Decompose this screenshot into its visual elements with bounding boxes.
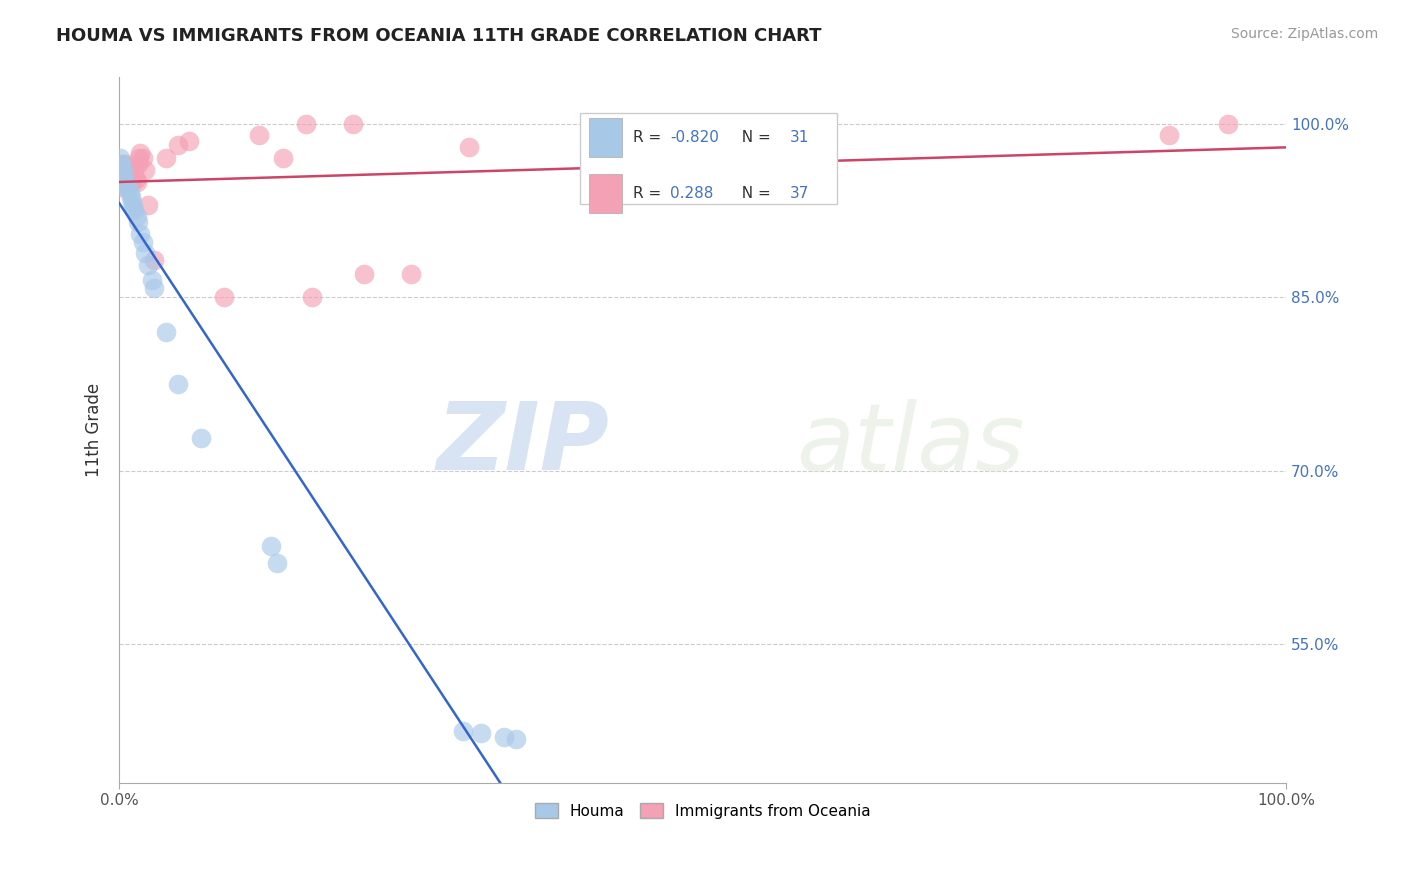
Point: [141, 273, 163, 287]
Text: R =: R =: [633, 130, 665, 145]
Point: [166, 137, 188, 152]
Point: [112, 169, 135, 183]
Point: [111, 163, 134, 178]
Text: HOUMA VS IMMIGRANTS FROM OCEANIA 11TH GRADE CORRELATION CHART: HOUMA VS IMMIGRANTS FROM OCEANIA 11TH GR…: [56, 27, 821, 45]
Point: [121, 195, 143, 210]
Point: [138, 197, 160, 211]
Point: [125, 209, 148, 223]
Point: [118, 169, 141, 183]
Point: [122, 169, 145, 183]
Point: [111, 163, 134, 178]
Point: [155, 325, 177, 339]
Text: 31: 31: [790, 130, 810, 145]
FancyBboxPatch shape: [589, 118, 621, 157]
Point: [470, 726, 492, 740]
Point: [138, 258, 160, 272]
Point: [247, 128, 270, 143]
Point: [458, 140, 481, 154]
Point: [179, 134, 201, 148]
Point: [453, 723, 475, 738]
Point: [134, 246, 156, 260]
Point: [124, 163, 146, 178]
Text: N =: N =: [731, 186, 775, 202]
Point: [122, 200, 145, 214]
Point: [131, 235, 153, 249]
Point: [114, 157, 136, 171]
Point: [110, 152, 132, 166]
Point: [155, 152, 177, 166]
Y-axis label: 11th Grade: 11th Grade: [86, 384, 103, 477]
Point: [115, 177, 138, 191]
Point: [120, 171, 142, 186]
Point: [190, 431, 212, 445]
Text: 0.288: 0.288: [669, 186, 713, 202]
Point: [127, 157, 149, 171]
Point: [125, 175, 148, 189]
Text: 37: 37: [790, 186, 810, 202]
Point: [353, 267, 375, 281]
Point: [117, 166, 139, 180]
Point: [166, 376, 188, 391]
FancyBboxPatch shape: [589, 175, 621, 213]
Point: [117, 180, 139, 194]
Point: [260, 539, 283, 553]
Point: [266, 556, 288, 570]
Point: [127, 215, 149, 229]
Point: [1159, 128, 1181, 143]
Point: [1216, 117, 1239, 131]
Point: [399, 267, 422, 281]
Point: [108, 157, 131, 171]
Point: [129, 145, 152, 160]
Point: [271, 152, 294, 166]
Point: [134, 163, 156, 178]
Point: [301, 290, 323, 304]
Point: [115, 161, 138, 175]
Text: R =: R =: [633, 186, 671, 202]
Point: [110, 175, 132, 189]
Point: [110, 157, 132, 171]
Point: [124, 203, 146, 218]
Point: [124, 172, 146, 186]
Point: [129, 227, 152, 241]
Point: [117, 163, 139, 178]
Point: [112, 157, 135, 171]
Text: ZIP: ZIP: [436, 399, 609, 491]
Point: [505, 732, 527, 747]
Point: [118, 186, 141, 200]
Point: [110, 169, 132, 183]
Point: [214, 290, 236, 304]
Point: [108, 180, 131, 194]
Text: N =: N =: [731, 130, 775, 145]
Text: Source: ZipAtlas.com: Source: ZipAtlas.com: [1230, 27, 1378, 41]
Point: [120, 189, 142, 203]
Point: [342, 117, 364, 131]
Text: -0.820: -0.820: [669, 130, 718, 145]
Text: atlas: atlas: [796, 399, 1024, 490]
Point: [494, 730, 516, 744]
Point: [128, 152, 150, 166]
Point: [143, 253, 166, 268]
Point: [121, 175, 143, 189]
Legend: Houma, Immigrants from Oceania: Houma, Immigrants from Oceania: [529, 797, 877, 825]
Point: [143, 281, 166, 295]
Point: [117, 183, 139, 197]
Point: [131, 152, 153, 166]
Point: [114, 175, 136, 189]
Point: [295, 117, 318, 131]
FancyBboxPatch shape: [581, 112, 837, 204]
